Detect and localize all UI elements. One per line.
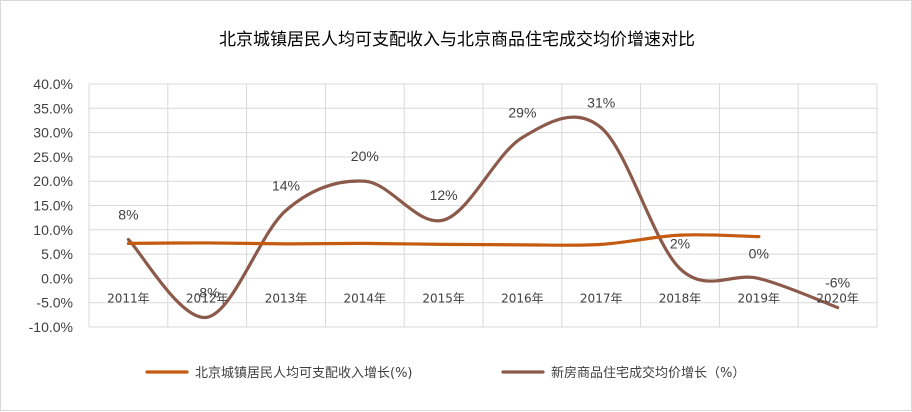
data-label: -8% — [195, 284, 220, 300]
data-point — [520, 243, 524, 247]
data-label: 12% — [430, 187, 458, 203]
data-label: 20% — [351, 148, 379, 164]
series-line-housing-price-growth — [126, 115, 840, 319]
data-point — [363, 241, 367, 245]
data-point — [757, 235, 761, 239]
y-tick-label: -10.0% — [29, 319, 73, 335]
x-tick-label: 2012年 — [186, 291, 229, 305]
data-point — [599, 126, 603, 130]
data-label: -6% — [825, 275, 850, 291]
y-tick-label: 0.0% — [41, 270, 73, 286]
data-point — [205, 241, 209, 245]
data-point — [205, 315, 209, 319]
legend-label: 新房商品住宅成交均价增长（%） — [551, 365, 745, 381]
data-point — [442, 218, 446, 222]
data-label: 2% — [670, 236, 690, 252]
x-tick-label: 2018年 — [659, 291, 702, 305]
data-point — [836, 306, 840, 310]
y-tick-label: 10.0% — [33, 222, 73, 238]
y-tick-label: -5.0% — [36, 295, 73, 311]
x-tick-label: 2016年 — [501, 291, 544, 305]
legend: 北京城镇居民人均可支配收入增长(%) 新房商品住宅成交均价增长（%） — [145, 365, 745, 381]
data-point — [599, 242, 603, 246]
data-point — [757, 276, 761, 280]
data-label: 31% — [587, 95, 615, 111]
y-tick-label: 25.0% — [33, 149, 73, 165]
data-point — [363, 179, 367, 183]
legend-label: 北京城镇居民人均可支配收入增长(%) — [195, 366, 413, 381]
data-point — [126, 238, 130, 242]
data-labels: 8% -8% 14% 20% 12% 29% 31% 2% 0% -6% — [118, 95, 850, 301]
y-tick-label: 15.0% — [33, 198, 73, 214]
y-tick-label: 40.0% — [33, 76, 73, 92]
y-tick-label: 35.0% — [33, 100, 73, 116]
y-tick-label: 20.0% — [33, 173, 73, 189]
x-tick-label: 2013年 — [265, 291, 308, 305]
x-tick-label: 2020年 — [816, 291, 859, 305]
x-tick-label: 2011年 — [107, 291, 150, 305]
data-label: 8% — [118, 207, 138, 223]
x-tick-label: 2015年 — [422, 291, 465, 305]
data-label: 29% — [508, 104, 536, 120]
chart-title: 北京城镇居民人均可支配收入与北京商品住宅成交均价增速对比 — [219, 30, 695, 50]
data-label: 14% — [272, 177, 300, 193]
x-tick-label: 2017年 — [580, 291, 623, 305]
x-tick-label: 2019年 — [738, 291, 781, 305]
data-label: 0% — [749, 245, 769, 261]
x-tick-label: 2014年 — [344, 291, 387, 305]
data-point — [678, 267, 682, 271]
y-tick-label: 30.0% — [33, 125, 73, 141]
data-point — [678, 233, 682, 237]
y-axis-ticks: 40.0% 35.0% 30.0% 25.0% 20.0% 15.0% 10.0% 5.0% 0… — [29, 76, 73, 335]
series-lines — [126, 115, 840, 319]
data-point — [442, 242, 446, 246]
data-point — [126, 241, 130, 245]
data-point — [520, 135, 524, 139]
y-tick-label: 5.0% — [41, 246, 73, 262]
data-point — [284, 242, 288, 246]
x-axis-ticks: 2011年 2012年 2013年 2014年 2015年 2016年 2017年 2018年… — [107, 291, 859, 305]
data-point — [284, 208, 288, 212]
